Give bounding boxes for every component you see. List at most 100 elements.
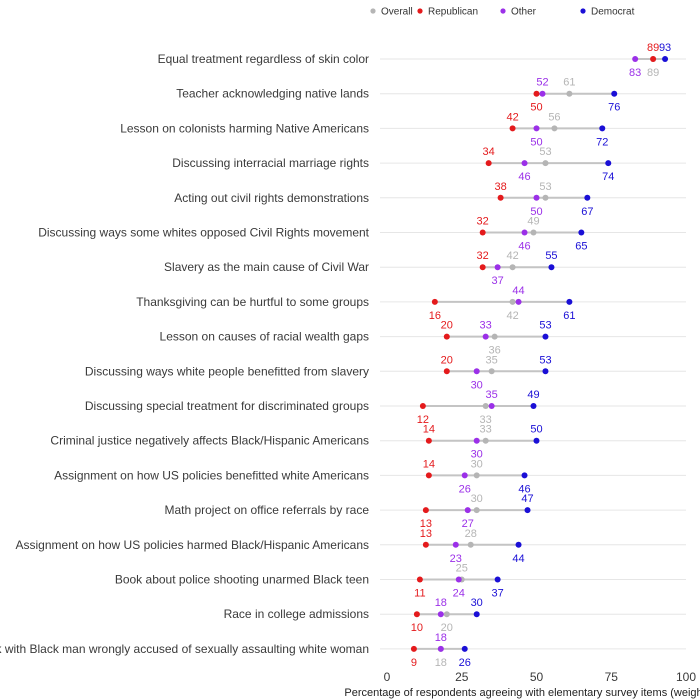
point-republican [533,90,540,97]
point-other [437,611,444,618]
value-label-democrat: 47 [521,493,533,505]
value-label-overall: 89 [647,67,659,79]
point-republican [422,541,429,548]
value-label-other: 46 [518,241,530,253]
value-label-republican: 10 [411,622,423,634]
value-label-other: 27 [462,518,474,530]
point-democrat [521,472,528,479]
point-republican [419,403,426,409]
point-republican [443,333,450,340]
value-label-other: 37 [492,275,504,287]
value-label-overall: 35 [486,354,498,366]
point-other [521,229,528,236]
value-label-republican: 14 [423,424,435,436]
point-republican [422,507,429,514]
value-label-republican: 13 [420,528,432,540]
point-overall [509,298,516,305]
value-label-other: 52 [536,77,548,89]
value-label-other: 33 [480,320,492,332]
point-other [533,125,540,132]
legend-label-other: Other [511,7,537,18]
point-other [461,472,468,479]
point-overall [473,507,480,514]
category-label: Book with Black man wrongly accused of s… [0,642,369,656]
value-label-overall: 30 [471,493,483,505]
point-democrat [515,541,522,548]
point-overall [530,229,537,236]
x-tick-label: 0 [384,670,391,684]
x-tick-label: 25 [455,670,469,684]
value-label-democrat: 26 [459,657,471,669]
value-label-republican: 89 [647,42,659,54]
point-democrat [533,437,540,444]
value-label-other: 83 [629,67,641,79]
value-label-other: 46 [518,171,530,183]
point-democrat [524,507,531,514]
point-democrat [548,264,555,271]
point-democrat [599,125,606,132]
category-label: Teacher acknowledging native lands [176,87,369,101]
value-label-overall: 36 [489,345,501,357]
point-other [521,160,528,167]
point-overall [443,611,450,618]
point-overall [509,264,516,271]
point-democrat [530,403,537,409]
point-overall [482,403,489,409]
value-label-republican: 13 [420,518,432,530]
point-republican [479,264,486,271]
point-democrat [461,645,468,652]
point-democrat [542,333,549,340]
point-republican [443,368,450,375]
point-other [482,333,489,340]
value-label-overall: 33 [480,414,492,426]
value-label-democrat: 50 [530,424,542,436]
value-label-republican: 50 [530,102,542,114]
point-republican [509,125,516,132]
point-overall [542,160,549,167]
point-republican [497,194,504,201]
point-other [632,56,639,62]
value-label-republican: 11 [414,588,425,600]
value-label-republican: 42 [506,111,518,123]
point-republican [413,611,420,618]
value-label-democrat: 67 [581,206,593,218]
category-label: Math project on office referrals by race [164,503,369,517]
category-label: Assignment on how US policies harmed Bla… [16,538,370,552]
category-label: Discussing ways some whites opposed Civi… [38,226,369,240]
point-democrat [611,90,618,97]
point-other [464,507,471,514]
category-label: Slavery as the main cause of Civil War [164,260,369,274]
value-label-other: 18 [435,597,447,609]
value-label-other: 24 [453,588,465,600]
point-other [473,437,480,444]
point-other [473,368,480,375]
value-label-overall: 53 [539,181,551,193]
value-label-other: 44 [512,285,524,297]
value-label-democrat: 37 [492,588,504,600]
point-overall [482,437,489,444]
value-label-democrat: 93 [659,42,671,54]
value-label-other: 26 [459,483,471,495]
point-overall [473,472,480,479]
point-other [488,403,495,409]
value-label-republican: 14 [423,458,435,470]
point-overall [551,125,558,132]
point-democrat [662,56,669,62]
value-label-overall: 42 [506,250,518,262]
point-overall [542,194,549,201]
category-label: Assignment on how US policies benefitted… [54,468,369,482]
point-other [452,541,459,548]
category-label: Acting out civil rights demonstrations [174,191,369,205]
point-democrat [605,160,612,167]
point-republican [416,576,423,583]
value-label-democrat: 72 [596,136,608,148]
value-label-republican: 32 [477,250,489,262]
value-label-overall: 61 [563,77,575,89]
point-democrat [473,611,480,618]
value-label-other: 50 [530,136,542,148]
point-other [455,576,462,583]
category-label: Lesson on colonists harming Native Ameri… [120,121,369,135]
point-democrat [566,298,573,305]
point-overall [566,90,573,97]
legend-dot-overall [370,8,376,14]
